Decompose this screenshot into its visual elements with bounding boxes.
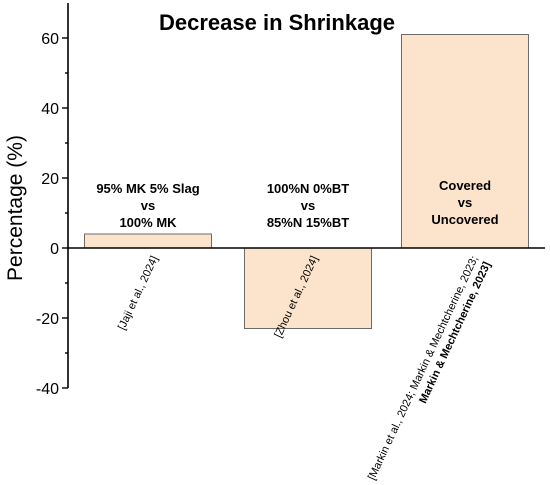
y-tick-label: 60	[41, 31, 59, 48]
bar-annotations: 95% MK 5% Slag vs 100% MK 100%N 0%BT vs 85%N …	[96, 178, 498, 230]
bar-annotation-3: Covered vs Uncovered	[431, 178, 498, 227]
bar-annotation-line: 100%N 0%BT	[267, 181, 349, 196]
y-axis-title: Percentage (%)	[4, 135, 27, 281]
bar-annotation-line: 100% MK	[119, 215, 177, 230]
y-tick-label: 0	[50, 241, 59, 258]
bar-annotation-1: 95% MK 5% Slag vs 100% MK	[96, 181, 199, 230]
bar-annotation-line: vs	[458, 195, 472, 210]
y-tick-label: -40	[36, 381, 59, 398]
category-label-3: [Markin et al., 2024; Markin & Mechtcher…	[366, 254, 494, 482]
y-tick-label: 40	[41, 101, 59, 118]
y-axis: -40 -20 0 20 40 60	[36, 3, 545, 398]
bar-2	[244, 247, 372, 329]
category-label-line: [Markin et al., 2024; Markin & Mechtcher…	[366, 254, 481, 482]
bars-layer	[84, 34, 529, 329]
bar-annotation-2: 100%N 0%BT vs 85%N 15%BT	[267, 181, 349, 230]
bar-annotation-line: vs	[301, 198, 315, 213]
y-tick-label: -20	[36, 311, 59, 328]
bar-annotation-line: Uncovered	[431, 212, 498, 227]
category-labels: [Jaji et al., 2024] [Zhou et al., 2024] [M…	[116, 254, 494, 482]
bar-annotation-line: 95% MK 5% Slag	[96, 181, 199, 196]
bar-annotation-line: vs	[141, 198, 155, 213]
chart-title: Decrease in Shrinkage	[159, 10, 395, 35]
bar-annotation-line: Covered	[439, 178, 491, 193]
y-tick-label: 20	[41, 171, 59, 188]
bar-annotation-line: 85%N 15%BT	[267, 215, 349, 230]
bar-3	[401, 34, 529, 249]
category-label-line: [Jaji et al., 2024]	[116, 254, 161, 332]
bar-1	[84, 233, 212, 249]
category-label-line: Markin & Mechtcherine, 2023]	[417, 260, 493, 406]
category-label-1: [Jaji et al., 2024]	[116, 254, 161, 332]
